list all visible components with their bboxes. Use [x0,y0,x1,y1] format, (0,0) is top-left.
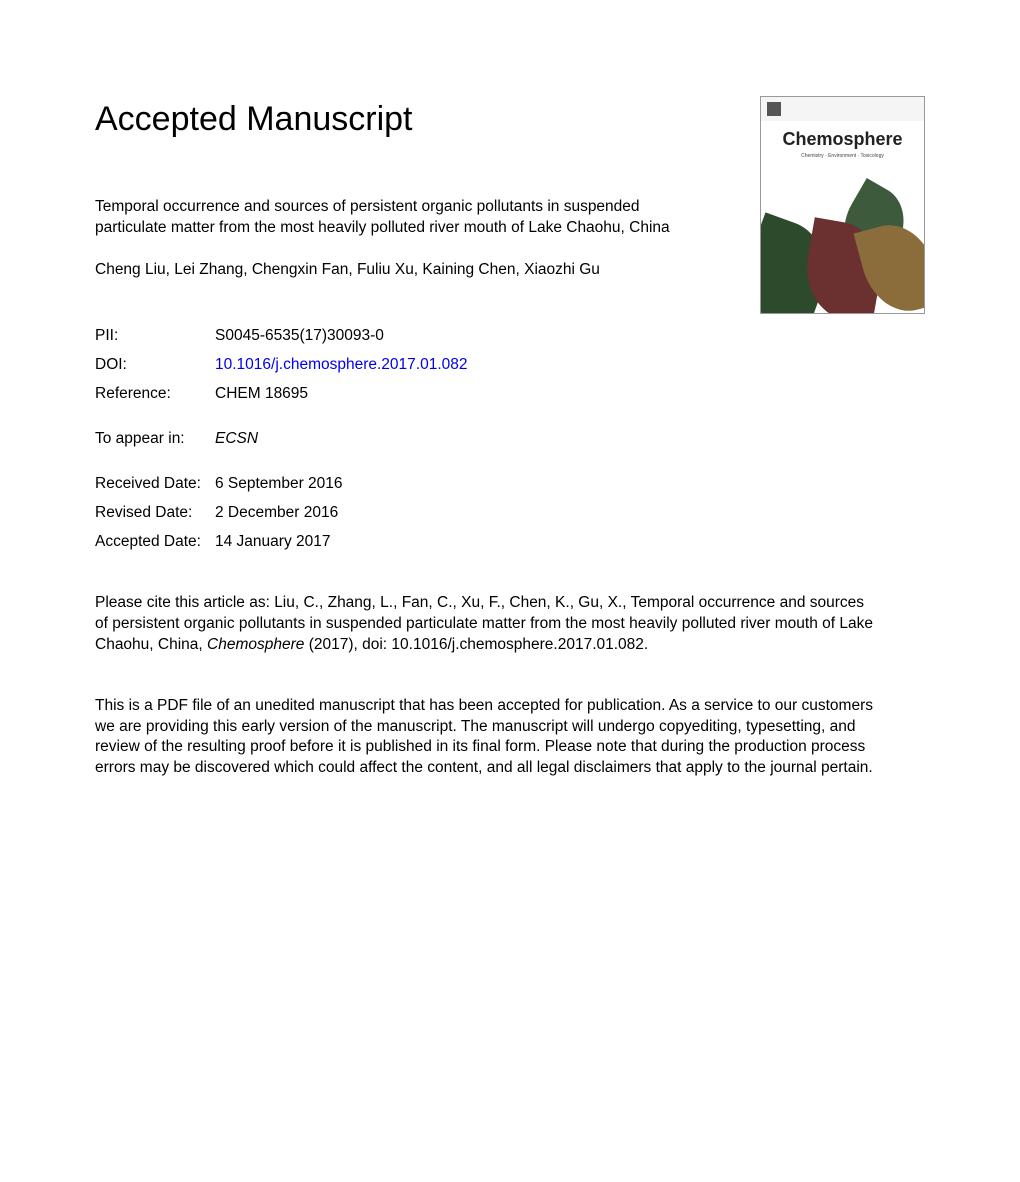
citation-journal: Chemosphere [207,636,304,653]
meta-row-appear: To appear in: ECSN [95,430,925,448]
meta-label: DOI: [95,356,215,374]
meta-label: Reference: [95,385,215,403]
meta-value: S0045-6535(17)30093-0 [215,327,925,345]
meta-label: Accepted Date: [95,533,215,551]
meta-row-doi: DOI: 10.1016/j.chemosphere.2017.01.082 [95,356,925,374]
metadata-table: PII: S0045-6535(17)30093-0 DOI: 10.1016/… [95,327,925,551]
meta-label: To appear in: [95,430,215,448]
meta-row-reference: Reference: CHEM 18695 [95,385,925,403]
cover-artwork [761,178,924,313]
meta-row-pii: PII: S0045-6535(17)30093-0 [95,327,925,345]
meta-row-accepted: Accepted Date: 14 January 2017 [95,533,925,551]
meta-label: Revised Date: [95,504,215,522]
publisher-logo-icon [767,102,781,116]
journal-cover-thumbnail: Chemosphere Chemistry · Environment · To… [760,96,925,314]
meta-value: 14 January 2017 [215,533,925,551]
meta-row-revised: Revised Date: 2 December 2016 [95,504,925,522]
disclaimer-text: This is a PDF file of an unedited manusc… [95,696,885,780]
article-title: Temporal occurrence and sources of persi… [95,197,685,239]
meta-value: CHEM 18695 [215,385,925,403]
cover-subtitle: Chemistry · Environment · Toxicology [761,153,924,159]
doi-link[interactable]: 10.1016/j.chemosphere.2017.01.082 [215,356,925,374]
citation-suffix: (2017), doi: 10.1016/j.chemosphere.2017.… [304,636,648,653]
cover-journal-name: Chemosphere [761,129,924,150]
meta-value: 2 December 2016 [215,504,925,522]
meta-label: PII: [95,327,215,345]
meta-row-received: Received Date: 6 September 2016 [95,475,925,493]
meta-value: 6 September 2016 [215,475,925,493]
cover-header [761,97,924,121]
citation-text: Please cite this article as: Liu, C., Zh… [95,593,875,656]
meta-label: Received Date: [95,475,215,493]
meta-value: ECSN [215,430,925,448]
